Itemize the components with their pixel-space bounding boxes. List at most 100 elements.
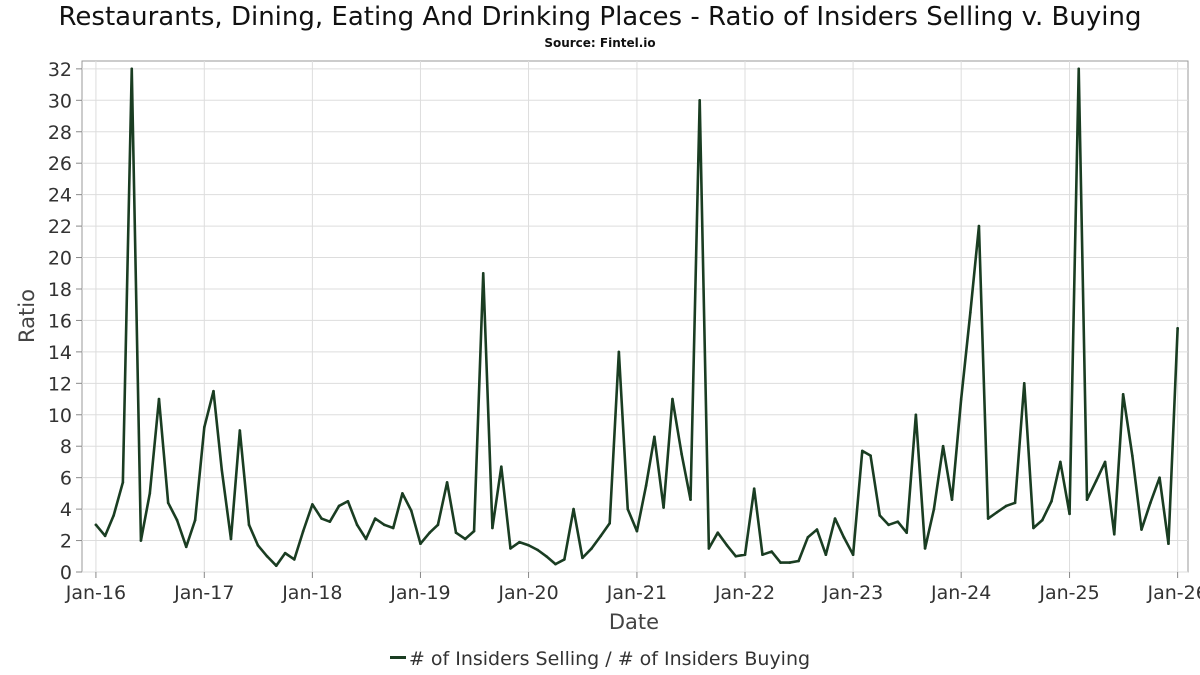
data-point (779, 561, 782, 564)
data-point (545, 554, 548, 558)
x-tick-label: Jan-17 (173, 582, 234, 604)
data-point (391, 526, 395, 530)
data-point (698, 99, 702, 102)
chart-subtitle: Source: Fintel.io (544, 36, 656, 50)
y-tick-label: 18 (48, 279, 72, 301)
data-point (454, 531, 458, 534)
data-point (1059, 460, 1062, 464)
data-point (500, 465, 503, 468)
x-axis-label: Date (609, 610, 659, 634)
data-point (590, 547, 593, 550)
data-point (238, 429, 242, 432)
data-point (1176, 326, 1179, 330)
data-point (463, 537, 467, 541)
data-point (680, 452, 683, 456)
data-point (851, 553, 855, 557)
x-tick-label: Jan-19 (389, 582, 450, 604)
y-tick-label: 16 (48, 310, 72, 332)
data-point (752, 487, 756, 490)
data-point (869, 454, 872, 457)
data-point (518, 540, 521, 544)
data-point (1032, 526, 1035, 530)
data-point (1131, 454, 1134, 457)
data-point (878, 514, 882, 517)
data-point (472, 529, 476, 533)
series-layer (94, 67, 1179, 568)
data-point (301, 529, 305, 533)
data-point (139, 539, 143, 542)
data-point (112, 514, 115, 517)
x-tick-label: Jan-16 (65, 582, 126, 604)
plot-area (81, 60, 1189, 573)
data-point (734, 554, 738, 558)
data-point (977, 224, 981, 228)
grid-lines (82, 61, 1188, 573)
data-point (337, 504, 341, 508)
data-point (212, 389, 215, 393)
y-tick-label: 26 (48, 153, 72, 175)
data-point (527, 543, 530, 547)
x-tick-label: Jan-23 (822, 582, 883, 604)
data-point (481, 271, 485, 275)
data-point (265, 554, 269, 558)
data-point (148, 492, 152, 495)
data-point (1140, 528, 1143, 531)
data-point (761, 553, 764, 557)
y-tick-label: 2 (60, 531, 72, 553)
data-point (842, 536, 846, 539)
data-point (653, 435, 656, 439)
data-point (969, 311, 972, 314)
data-point (923, 547, 927, 550)
data-point (274, 564, 278, 568)
data-point (184, 545, 188, 549)
data-point (256, 543, 260, 547)
data-point (1094, 479, 1098, 483)
data-point (689, 498, 692, 501)
y-tick-label: 22 (48, 216, 72, 238)
data-point (1112, 532, 1116, 536)
data-point (103, 534, 107, 538)
data-point (373, 517, 377, 520)
data-point (320, 517, 323, 520)
data-point (572, 507, 575, 511)
y-tick-label: 12 (48, 373, 72, 395)
y-tick-label: 10 (48, 405, 72, 427)
y-axis-label: Ratio (15, 289, 39, 343)
data-point (445, 481, 449, 484)
data-point (995, 510, 999, 514)
data-point (1085, 498, 1089, 501)
data-point (905, 531, 908, 534)
data-point (166, 501, 170, 505)
data-point (130, 67, 134, 71)
data-point (959, 397, 963, 401)
data-point (662, 506, 665, 509)
data-point (293, 558, 296, 561)
data-point (815, 528, 819, 531)
data-point (229, 537, 233, 541)
data-point (1004, 504, 1008, 508)
data-point (401, 492, 404, 495)
data-point (860, 449, 864, 453)
data-point (1022, 382, 1026, 385)
data-point (536, 548, 540, 552)
data-point (193, 518, 197, 522)
y-tick-label: 4 (60, 499, 72, 521)
y-tick-label: 28 (48, 122, 72, 144)
x-tick-label: Jan-25 (1038, 582, 1099, 604)
legend-label: # of Insiders Selling / # of Insiders Bu… (408, 648, 811, 670)
data-point (1077, 67, 1081, 71)
data-point (247, 523, 251, 527)
chart-title: Restaurants, Dining, Eating And Drinking… (58, 2, 1142, 32)
data-point (707, 547, 711, 550)
data-point (1068, 512, 1071, 516)
data-point (419, 542, 422, 545)
x-tick-label: Jan-18 (281, 582, 342, 604)
x-tick-label: Jan-20 (497, 582, 558, 604)
data-point (608, 521, 611, 525)
data-point (364, 537, 368, 541)
data-point (716, 531, 720, 534)
x-tick-label: Jan-24 (930, 582, 991, 604)
data-point (355, 523, 359, 527)
